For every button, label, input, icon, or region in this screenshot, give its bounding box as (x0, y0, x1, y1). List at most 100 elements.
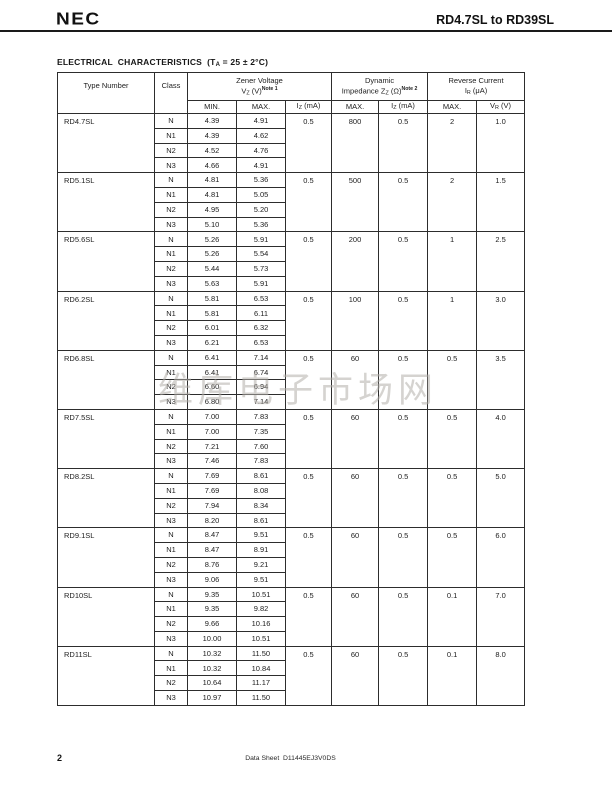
vz-max-cell: 7.83 (236, 408, 286, 425)
vz-min-cell: 10.64 (187, 675, 237, 692)
vz-max-cell: 6.32 (236, 320, 286, 336)
col-header-class: Class (154, 72, 188, 114)
class-cell: N2 (154, 201, 188, 218)
table-row: RD11SL N 10.32 11.50 0.5 60 0.5 0.1 8.0 (57, 645, 526, 706)
vz-max-cell: 10.51 (236, 586, 286, 603)
electrical-characteristics-table: Type Number Class Zener Voltage VZ (V)Not… (57, 72, 526, 706)
vz-max-cell: 5.36 (236, 172, 286, 188)
zz-iz-cell: 0.5 (378, 645, 429, 706)
table-row: RD10SL N 9.35 10.51 0.5 60 0.5 0.1 7.0 (57, 586, 526, 647)
zz-iz-cell: 0.5 (378, 468, 429, 529)
vz-min-cell: 6.21 (187, 334, 237, 351)
zz-iz-cell: 0.5 (378, 172, 429, 233)
zz-max-cell: 60 (331, 408, 380, 470)
vz-max-cell: 10.51 (236, 630, 286, 647)
iz-cell: 0.5 (284, 527, 333, 588)
class-cell: N3 (154, 453, 188, 470)
type-number-cell: RD5.1SL (57, 172, 155, 233)
vz-min-cell: 5.81 (187, 290, 237, 307)
vz-min-cell: 4.39 (187, 127, 237, 144)
ir-max-cell: 2 (427, 112, 478, 174)
class-cell: N3 (154, 334, 188, 351)
table-row: N3 5.63 5.91 (58, 275, 525, 292)
table-row: RD7.5SL N 7.00 7.83 0.5 60 0.5 0.5 4.0 (57, 408, 526, 470)
zz-iz-cell: 0.5 (378, 290, 429, 351)
class-cell: N2 (154, 320, 188, 336)
vz-max-cell: 4.76 (236, 142, 286, 159)
class-cell: N1 (154, 186, 188, 203)
type-number-cell: RD7.5SL (57, 408, 155, 470)
table-row: N2 7.21 7.60 (58, 438, 525, 455)
table-row: N1 7.00 7.35 (58, 423, 525, 440)
subcol-ir-max: MAX. (427, 100, 478, 114)
type-number-cell: RD4.7SL (57, 112, 155, 174)
zz-iz-cell: 0.5 (378, 231, 429, 292)
reverse-unit: (μA) (470, 86, 488, 96)
subcol-vz-max: MAX. (236, 100, 286, 114)
section-title: ELECTRICAL CHARACTERISTICS (TA = 25 ± 2°… (57, 57, 268, 68)
iz-cell: 0.5 (284, 468, 333, 529)
class-cell: N (154, 349, 188, 366)
zz-max-cell: 60 (331, 468, 380, 529)
zz-max-cell: 800 (331, 112, 380, 174)
class-cell: N (154, 645, 188, 662)
vz-min-cell: 7.69 (187, 482, 237, 499)
vr-unit: (V) (498, 101, 512, 111)
vz-min-cell: 10.00 (187, 630, 237, 647)
vz-min-cell: 8.20 (187, 512, 237, 529)
col-header-zener-voltage: Zener Voltage VZ (V)Note 1 (186, 72, 333, 101)
vz-min-cell: 4.39 (187, 113, 237, 129)
ir-max-cell: 0.5 (427, 408, 478, 470)
vz-max-cell: 10.84 (236, 660, 286, 677)
vz-max-cell: 8.61 (236, 468, 286, 484)
table-body: RD4.7SL N 4.39 4.91 0.5 800 0.5 2 1.0 N1 4.39 4.62 N… (57, 112, 526, 706)
vz-max-cell: 5.91 (236, 275, 286, 292)
class-cell: N3 (154, 630, 188, 647)
class-cell: N2 (154, 675, 188, 692)
class-cell: N1 (154, 601, 188, 618)
vz-max-cell: 5.36 (236, 216, 286, 233)
type-number-cell: RD10SL (57, 586, 155, 647)
reverse-symbol-subscript: R (466, 89, 471, 96)
class-cell: N3 (154, 571, 188, 588)
table-row: N3 8.20 8.61 (58, 512, 525, 529)
vz-max-cell: 9.21 (236, 556, 286, 573)
class-cell: N3 (154, 216, 188, 233)
vz-max-cell: 5.73 (236, 260, 286, 277)
vz-max-cell: 7.60 (236, 438, 286, 455)
vz-min-cell: 8.47 (187, 542, 237, 558)
zz-iz-cell: 0.5 (378, 527, 429, 588)
zz-max-cell: 500 (331, 172, 380, 233)
impedance-symbol: Impedance Z (341, 86, 386, 96)
zz-iz-cell: 0.5 (378, 586, 429, 647)
vz-max-cell: 8.08 (236, 482, 286, 499)
class-cell: N2 (154, 438, 188, 455)
impedance-symbol-subscript: Z (385, 90, 389, 97)
class-cell: N (154, 527, 188, 544)
zener-symbol-subscript: Z (246, 90, 250, 97)
zener-symbol: V (241, 86, 247, 96)
vz-max-cell: 11.17 (236, 675, 286, 692)
header-rule (0, 30, 612, 32)
class-cell: N3 (154, 690, 188, 706)
iz-symbol: I (391, 101, 394, 111)
vz-max-cell: 10.16 (236, 616, 286, 632)
vz-max-cell: 7.35 (236, 423, 286, 440)
table-row: N1 5.81 6.11 (58, 305, 525, 322)
table-row: N2 10.64 11.17 (58, 675, 525, 692)
vr-symbol: V (490, 101, 496, 111)
zz-max-cell: 60 (331, 349, 380, 410)
impedance-unit: (Ω) (388, 86, 402, 96)
vz-min-cell: 10.32 (187, 660, 237, 677)
table-row: N1 5.26 5.54 (58, 246, 525, 262)
class-cell: N2 (154, 260, 188, 277)
subcol-zz-max: MAX. (331, 100, 380, 114)
class-cell: N1 (154, 305, 188, 322)
ir-max-cell: 0.5 (427, 349, 478, 410)
zz-max-cell: 60 (331, 527, 380, 588)
ir-max-cell: 0.5 (427, 527, 478, 588)
vz-max-cell: 8.91 (236, 542, 286, 558)
class-cell: N (154, 290, 188, 307)
class-cell: N (154, 408, 188, 425)
